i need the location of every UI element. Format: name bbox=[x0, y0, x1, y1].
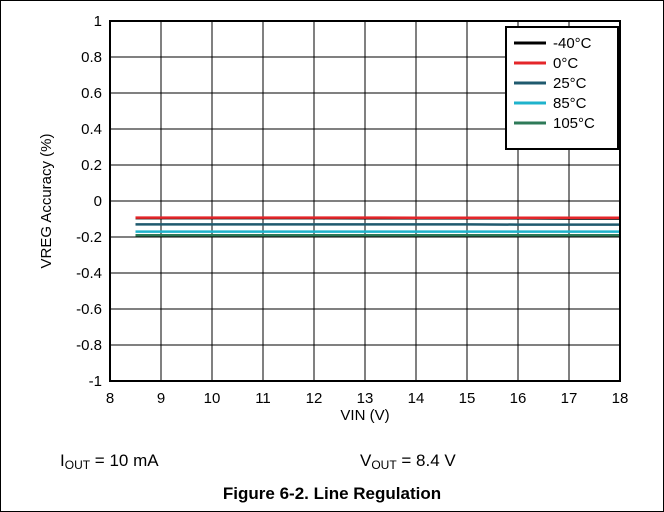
y-axis-title: VREG Accuracy (%) bbox=[38, 133, 55, 268]
y-tick-label-4: 0.2 bbox=[81, 157, 102, 174]
legend-box bbox=[505, 26, 619, 150]
y-tick-label-3: 0.4 bbox=[81, 121, 102, 138]
y-tick-label-0: 1 bbox=[94, 13, 102, 30]
x-tick-labels: 8 9 10 11 12 13 14 15 16 17 18 bbox=[106, 390, 629, 407]
y-tick-label-1: 0.8 bbox=[81, 49, 102, 66]
series-layer bbox=[135, 216, 620, 237]
legend-label-2: 25°C bbox=[553, 75, 587, 92]
y-tick-label-5: 0 bbox=[94, 193, 102, 210]
y-tick-labels: 1 0.8 0.6 0.4 0.2 0 -0.2 -0.4 -0.6 -0.8 -1 bbox=[76, 13, 102, 390]
y-tick-label-6: -0.2 bbox=[76, 229, 102, 246]
legend-label-1: 0°C bbox=[553, 55, 578, 72]
x-tick-label-6: 14 bbox=[408, 390, 425, 407]
x-tick-label-3: 11 bbox=[255, 390, 271, 407]
y-tick-label-7: -0.4 bbox=[76, 265, 102, 282]
y-tick-label-10: -1 bbox=[89, 373, 102, 390]
x-tick-label-4: 12 bbox=[306, 390, 323, 407]
x-tick-label-5: 13 bbox=[357, 390, 374, 407]
x-axis-title: VIN (V) bbox=[340, 407, 389, 424]
x-tick-label-9: 17 bbox=[561, 390, 578, 407]
vout-condition: VOUT = 8.4 V bbox=[360, 451, 456, 472]
y-tick-label-9: -0.8 bbox=[76, 337, 102, 354]
legend-label-3: 85°C bbox=[553, 95, 587, 112]
x-tick-label-10: 18 bbox=[612, 390, 629, 407]
figure-caption: Figure 6-2. Line Regulation bbox=[222, 484, 442, 503]
plot-border bbox=[109, 20, 621, 382]
x-tick-label-0: 8 bbox=[106, 390, 114, 407]
x-tick-label-8: 16 bbox=[510, 390, 527, 407]
legend-label-4: 105°C bbox=[553, 115, 595, 132]
legend-label-0: -40°C bbox=[553, 35, 592, 52]
y-tick-label-2: 0.6 bbox=[81, 85, 102, 102]
x-tick-label-2: 10 bbox=[204, 390, 221, 407]
y-tick-label-8: -0.6 bbox=[76, 301, 102, 318]
iout-condition: IOUT = 10 mA bbox=[60, 451, 159, 472]
legend: -40°C 0°C 25°C 85°C 105°C bbox=[505, 26, 619, 150]
x-tick-label-1: 9 bbox=[157, 390, 165, 407]
x-tick-label-7: 15 bbox=[459, 390, 476, 407]
line-chart: 8 9 10 11 12 13 14 15 16 17 18 1 0.8 0.6 0.4 0.2 0 -0.2 -… bbox=[38, 13, 629, 424]
